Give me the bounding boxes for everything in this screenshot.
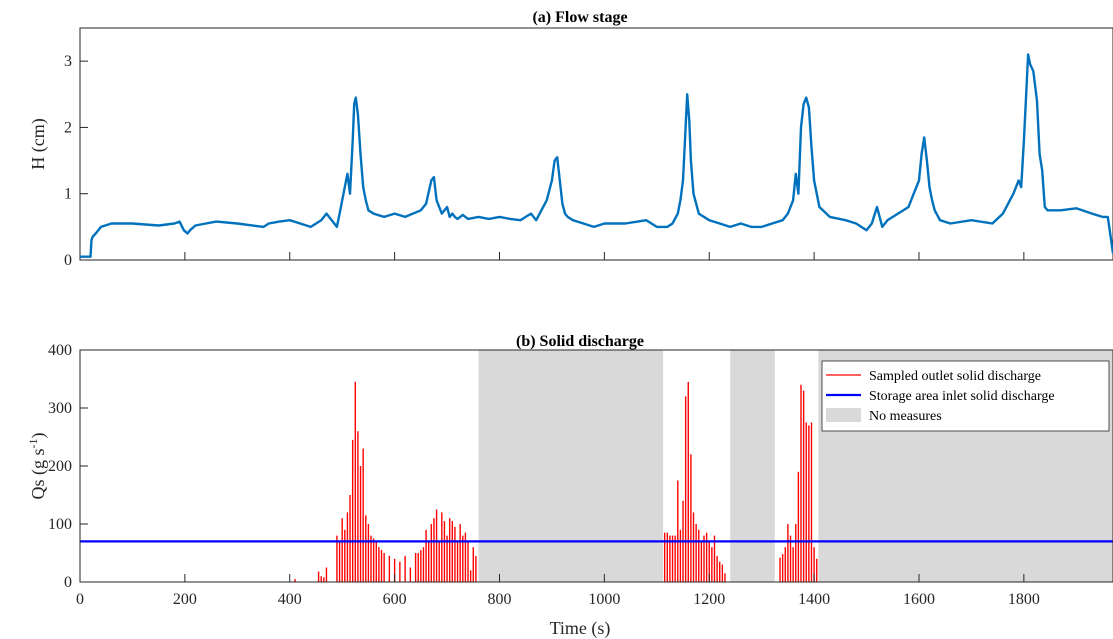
solid-discharge-y-label: Qs (g s-1) — [26, 432, 49, 499]
flow-stage-series-line — [80, 53, 1113, 258]
solid-discharge-panel: (b) Solid discharge 0 100 200 300 400 0 200 40… — [26, 333, 1113, 639]
solid-discharge-title: (b) Solid discharge — [516, 333, 644, 350]
flow-stage-y-tick-label: 2 — [64, 119, 72, 136]
x-tick-label: 1200 — [693, 591, 725, 608]
solid-discharge-y-tick-label: 0 — [64, 574, 72, 591]
solid-discharge-y-tick-label: 400 — [48, 342, 72, 359]
legend-box — [821, 360, 1110, 432]
flow-stage-panel: (a) Flow stage 0 1 2 3 H (cm) — [28, 9, 1113, 269]
solid-discharge-y-ticks: 0 100 200 300 400 — [48, 342, 88, 591]
x-tick-label: 1800 — [1008, 591, 1040, 608]
legend-label-inlet: Storage area inlet solid discharge — [869, 389, 1055, 404]
solid-discharge-y-tick-label: 100 — [48, 516, 72, 533]
flow-stage-y-tick-label: 1 — [64, 186, 72, 203]
x-tick-label: 1400 — [798, 591, 830, 608]
legend-label-sampled: Sampled outlet solid discharge — [869, 369, 1041, 384]
x-tick-label: 400 — [278, 591, 302, 608]
x-tick-label: 800 — [487, 591, 511, 608]
x-tick-label: 1000 — [588, 591, 620, 608]
time-x-label: Time (s) — [550, 618, 611, 639]
flow-stage-y-ticks: 0 1 2 3 — [64, 53, 1025, 269]
flow-stage-y-tick-label: 3 — [64, 53, 72, 70]
no-measures-region — [478, 350, 664, 582]
solid-discharge-y-tick-label: 300 — [48, 400, 72, 417]
flow-stage-y-tick-label: 0 — [64, 252, 72, 269]
x-tick-label: 600 — [383, 591, 407, 608]
solid-discharge-x-ticks: 0 200 400 600 800 1000 1200 1400 1600 1800 — [76, 574, 1040, 608]
legend: Sampled outlet solid discharge Storage a… — [821, 360, 1110, 432]
legend-swatch-no-measures — [826, 408, 861, 422]
x-tick-label: 200 — [173, 591, 197, 608]
solid-discharge-y-tick-label: 200 — [48, 458, 72, 475]
legend-label-no-measures: No measures — [869, 409, 942, 424]
x-tick-label: 1600 — [903, 591, 935, 608]
x-tick-label: 0 — [76, 591, 84, 608]
no-measures-region — [730, 350, 775, 582]
flow-stage-title: (a) Flow stage — [532, 9, 627, 26]
flow-stage-y-label: H (cm) — [28, 118, 49, 169]
